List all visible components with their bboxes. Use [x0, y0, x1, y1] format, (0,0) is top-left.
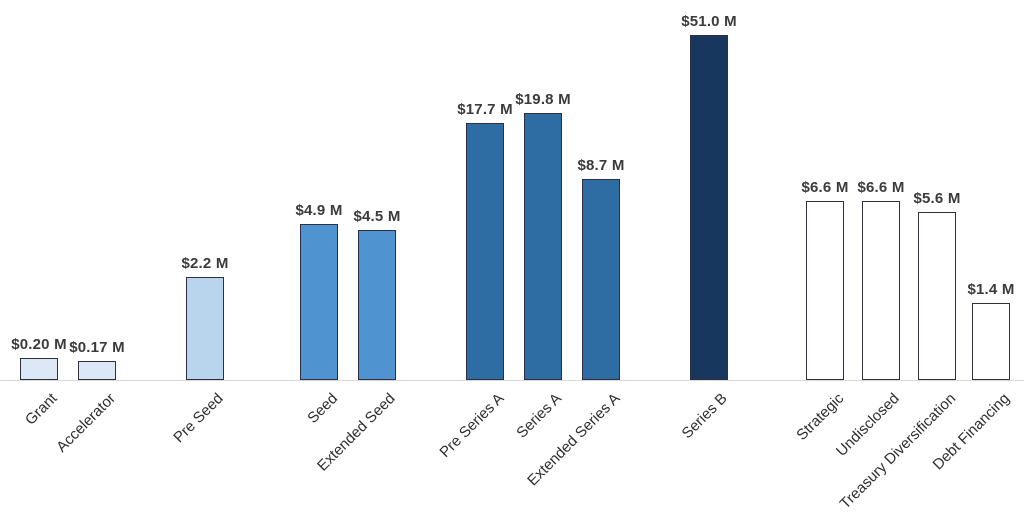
value-label-extended-series-a: $8.7 M	[577, 157, 625, 174]
value-label-seed: $4.9 M	[295, 202, 343, 219]
value-label-series-b: $51.0 M	[681, 13, 737, 30]
bar-extended-series-a	[582, 179, 620, 380]
bar-seed	[300, 224, 338, 380]
value-label-extended-seed: $4.5 M	[353, 208, 401, 225]
value-label-strategic: $6.6 M	[801, 179, 849, 196]
bar-treasury-diversification	[918, 212, 956, 380]
category-label-pre-seed: Pre Seed	[170, 390, 228, 447]
bar-pre-series-a	[466, 123, 504, 380]
value-label-grant: $0.20 M	[11, 336, 67, 353]
category-label-seed: Seed	[304, 390, 342, 427]
bar-series-b	[690, 35, 728, 380]
value-label-accelerator: $0.17 M	[69, 339, 125, 356]
bar-debt-financing	[972, 303, 1010, 380]
value-label-treasury-diversification: $5.6 M	[913, 190, 961, 207]
category-label-accelerator: Accelerator	[53, 390, 120, 456]
x-axis-line	[0, 380, 1024, 381]
category-label-series-b: Series B	[678, 390, 732, 443]
value-label-undisclosed: $6.6 M	[857, 179, 905, 196]
value-label-pre-seed: $2.2 M	[181, 255, 229, 272]
category-label-series-a: Series A	[513, 390, 566, 442]
category-label-pre-series-a: Pre Series A	[436, 390, 508, 461]
bar-extended-seed	[358, 230, 396, 380]
bar-pre-seed	[186, 277, 224, 380]
bar-undisclosed	[862, 201, 900, 380]
bar-strategic	[806, 201, 844, 380]
bar-accelerator	[78, 361, 116, 380]
bar-series-a	[524, 113, 562, 380]
category-label-strategic: Strategic	[793, 390, 848, 444]
value-label-debt-financing: $1.4 M	[967, 281, 1015, 298]
category-label-grant: Grant	[22, 390, 62, 429]
value-label-pre-series-a: $17.7 M	[457, 101, 513, 118]
bar-grant	[20, 358, 58, 380]
value-label-series-a: $19.8 M	[515, 91, 571, 108]
